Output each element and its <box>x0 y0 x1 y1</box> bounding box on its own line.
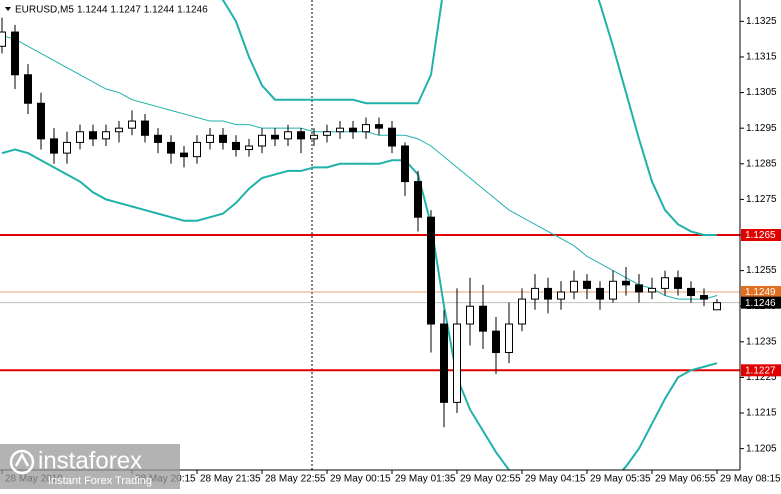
candle-body <box>50 138 58 154</box>
x-tick-label: 29 May 02:55 <box>460 474 521 485</box>
candle-body <box>24 74 32 104</box>
level-label-box <box>741 285 781 298</box>
level-label-box <box>741 229 781 241</box>
band-line <box>1 148 718 470</box>
y-tick-label: 1.1295 <box>746 123 777 134</box>
candle-body <box>245 145 253 151</box>
candle-body <box>388 127 396 147</box>
candle-body <box>141 120 149 136</box>
level-label-box <box>741 296 781 309</box>
band-line <box>1 35 718 300</box>
candle-body <box>310 134 318 140</box>
y-tick-label: 1.1275 <box>746 194 777 205</box>
candle-body <box>440 323 448 403</box>
y-tick-label: 1.1235 <box>746 336 777 347</box>
candle-body <box>258 134 266 147</box>
candle-body <box>700 295 708 300</box>
candle-body <box>154 134 162 143</box>
candle-body <box>635 284 643 293</box>
candle-body <box>427 216 435 325</box>
candle-body <box>63 141 71 154</box>
candle-body <box>570 280 578 293</box>
candle-body <box>167 141 175 154</box>
candle-body <box>609 280 617 300</box>
level-label: 1.1265 <box>745 230 776 241</box>
candle-body <box>180 152 188 158</box>
menu-arrow <box>5 7 11 11</box>
candle-body <box>89 131 97 140</box>
x-tick-label: 28 May 21:35 <box>200 474 261 485</box>
candle-body <box>479 305 487 332</box>
watermark: instaforex Instant Forex Trading <box>0 444 180 489</box>
watermark-brand: instaforex <box>38 447 142 474</box>
candle-body <box>401 145 409 183</box>
chart-title: EURUSD,M5 <box>15 5 74 16</box>
x-tick-label: 29 May 06:55 <box>655 474 716 485</box>
candle-body <box>687 287 695 297</box>
level-label: 1.1246 <box>745 298 776 309</box>
level-label-box <box>741 364 781 377</box>
candle-body <box>713 302 721 311</box>
candle-body <box>193 141 201 158</box>
candle-body <box>648 287 656 293</box>
candle-body <box>76 131 84 143</box>
candle-body <box>518 298 526 325</box>
candle-body <box>661 277 669 289</box>
x-tick-label: 29 May 01:35 <box>395 474 456 485</box>
candle-body <box>674 277 682 289</box>
candle-body <box>375 124 383 129</box>
candle-body <box>414 181 422 218</box>
x-tick-label: 29 May 08:15 <box>720 474 781 485</box>
y-tick-label: 1.1205 <box>746 443 777 454</box>
candle-body <box>583 280 591 289</box>
candle-body <box>349 127 357 133</box>
x-tick-label: 29 May 04:15 <box>525 474 586 485</box>
level-label: 1.1249 <box>745 287 776 298</box>
candle-body <box>11 31 19 76</box>
watermark-logo <box>9 449 35 475</box>
candle-body <box>323 131 331 136</box>
candle-body <box>505 323 513 353</box>
candle-body <box>362 124 370 133</box>
watermark-tagline: Instant Forex Trading <box>48 475 152 487</box>
y-tick-label: 1.1325 <box>746 16 777 27</box>
watermark-box <box>0 444 180 489</box>
candle-body <box>531 287 539 300</box>
candle-body <box>336 127 344 133</box>
y-tick-label: 1.1215 <box>746 408 777 419</box>
level-label: 1.1227 <box>745 365 776 376</box>
candle-body <box>128 120 136 129</box>
y-tick-label: 1.1255 <box>746 265 777 276</box>
chart-subtitle: 1.1244 1.1247 1.1244 1.1246 <box>77 5 208 16</box>
x-tick-label: 29 May 05:35 <box>590 474 651 485</box>
x-tick-label: 28 May 22:55 <box>265 474 326 485</box>
band-line <box>220 0 717 236</box>
candle-body <box>453 323 461 403</box>
y-tick-label: 1.1285 <box>746 158 777 169</box>
candle-body <box>219 134 227 143</box>
y-tick-label: 1.1315 <box>746 52 777 63</box>
candle-body <box>297 131 305 140</box>
candle-body <box>37 102 45 140</box>
candle-body <box>271 134 279 140</box>
candle-body <box>622 280 630 286</box>
candle-body <box>284 131 292 140</box>
candle-body <box>596 287 604 300</box>
x-tick-label: 29 May 00:15 <box>330 474 391 485</box>
candle-body <box>0 31 6 47</box>
candle-body <box>102 131 110 140</box>
y-tick-label: 1.1225 <box>746 372 777 383</box>
y-tick-label: 1.1305 <box>746 87 777 98</box>
candle-body <box>232 141 240 151</box>
candle-body <box>544 287 552 300</box>
watermark-logo-mark <box>14 452 30 467</box>
candle-body <box>206 134 214 143</box>
candle-body <box>466 305 474 325</box>
plot-area <box>0 0 740 470</box>
candle-body <box>557 291 565 300</box>
candle-body <box>115 127 123 133</box>
candle-body <box>492 330 500 353</box>
